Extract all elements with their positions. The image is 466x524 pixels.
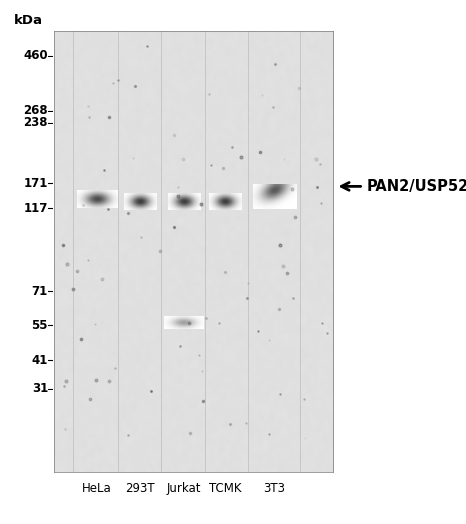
Text: 268: 268 xyxy=(23,104,48,117)
Text: 171: 171 xyxy=(24,177,48,190)
Text: 3T3: 3T3 xyxy=(263,482,286,495)
Text: 117: 117 xyxy=(24,202,48,215)
Text: 71: 71 xyxy=(32,285,48,298)
Text: HeLa: HeLa xyxy=(82,482,112,495)
Text: 238: 238 xyxy=(23,116,48,129)
Text: 460: 460 xyxy=(23,49,48,62)
Text: TCMK: TCMK xyxy=(209,482,242,495)
Text: kDa: kDa xyxy=(14,14,42,27)
Text: Jurkat: Jurkat xyxy=(166,482,201,495)
Text: 41: 41 xyxy=(32,354,48,367)
Text: 55: 55 xyxy=(32,319,48,332)
Text: 31: 31 xyxy=(32,383,48,395)
Text: 293T: 293T xyxy=(125,482,155,495)
Text: PAN2/USP52: PAN2/USP52 xyxy=(367,179,466,194)
